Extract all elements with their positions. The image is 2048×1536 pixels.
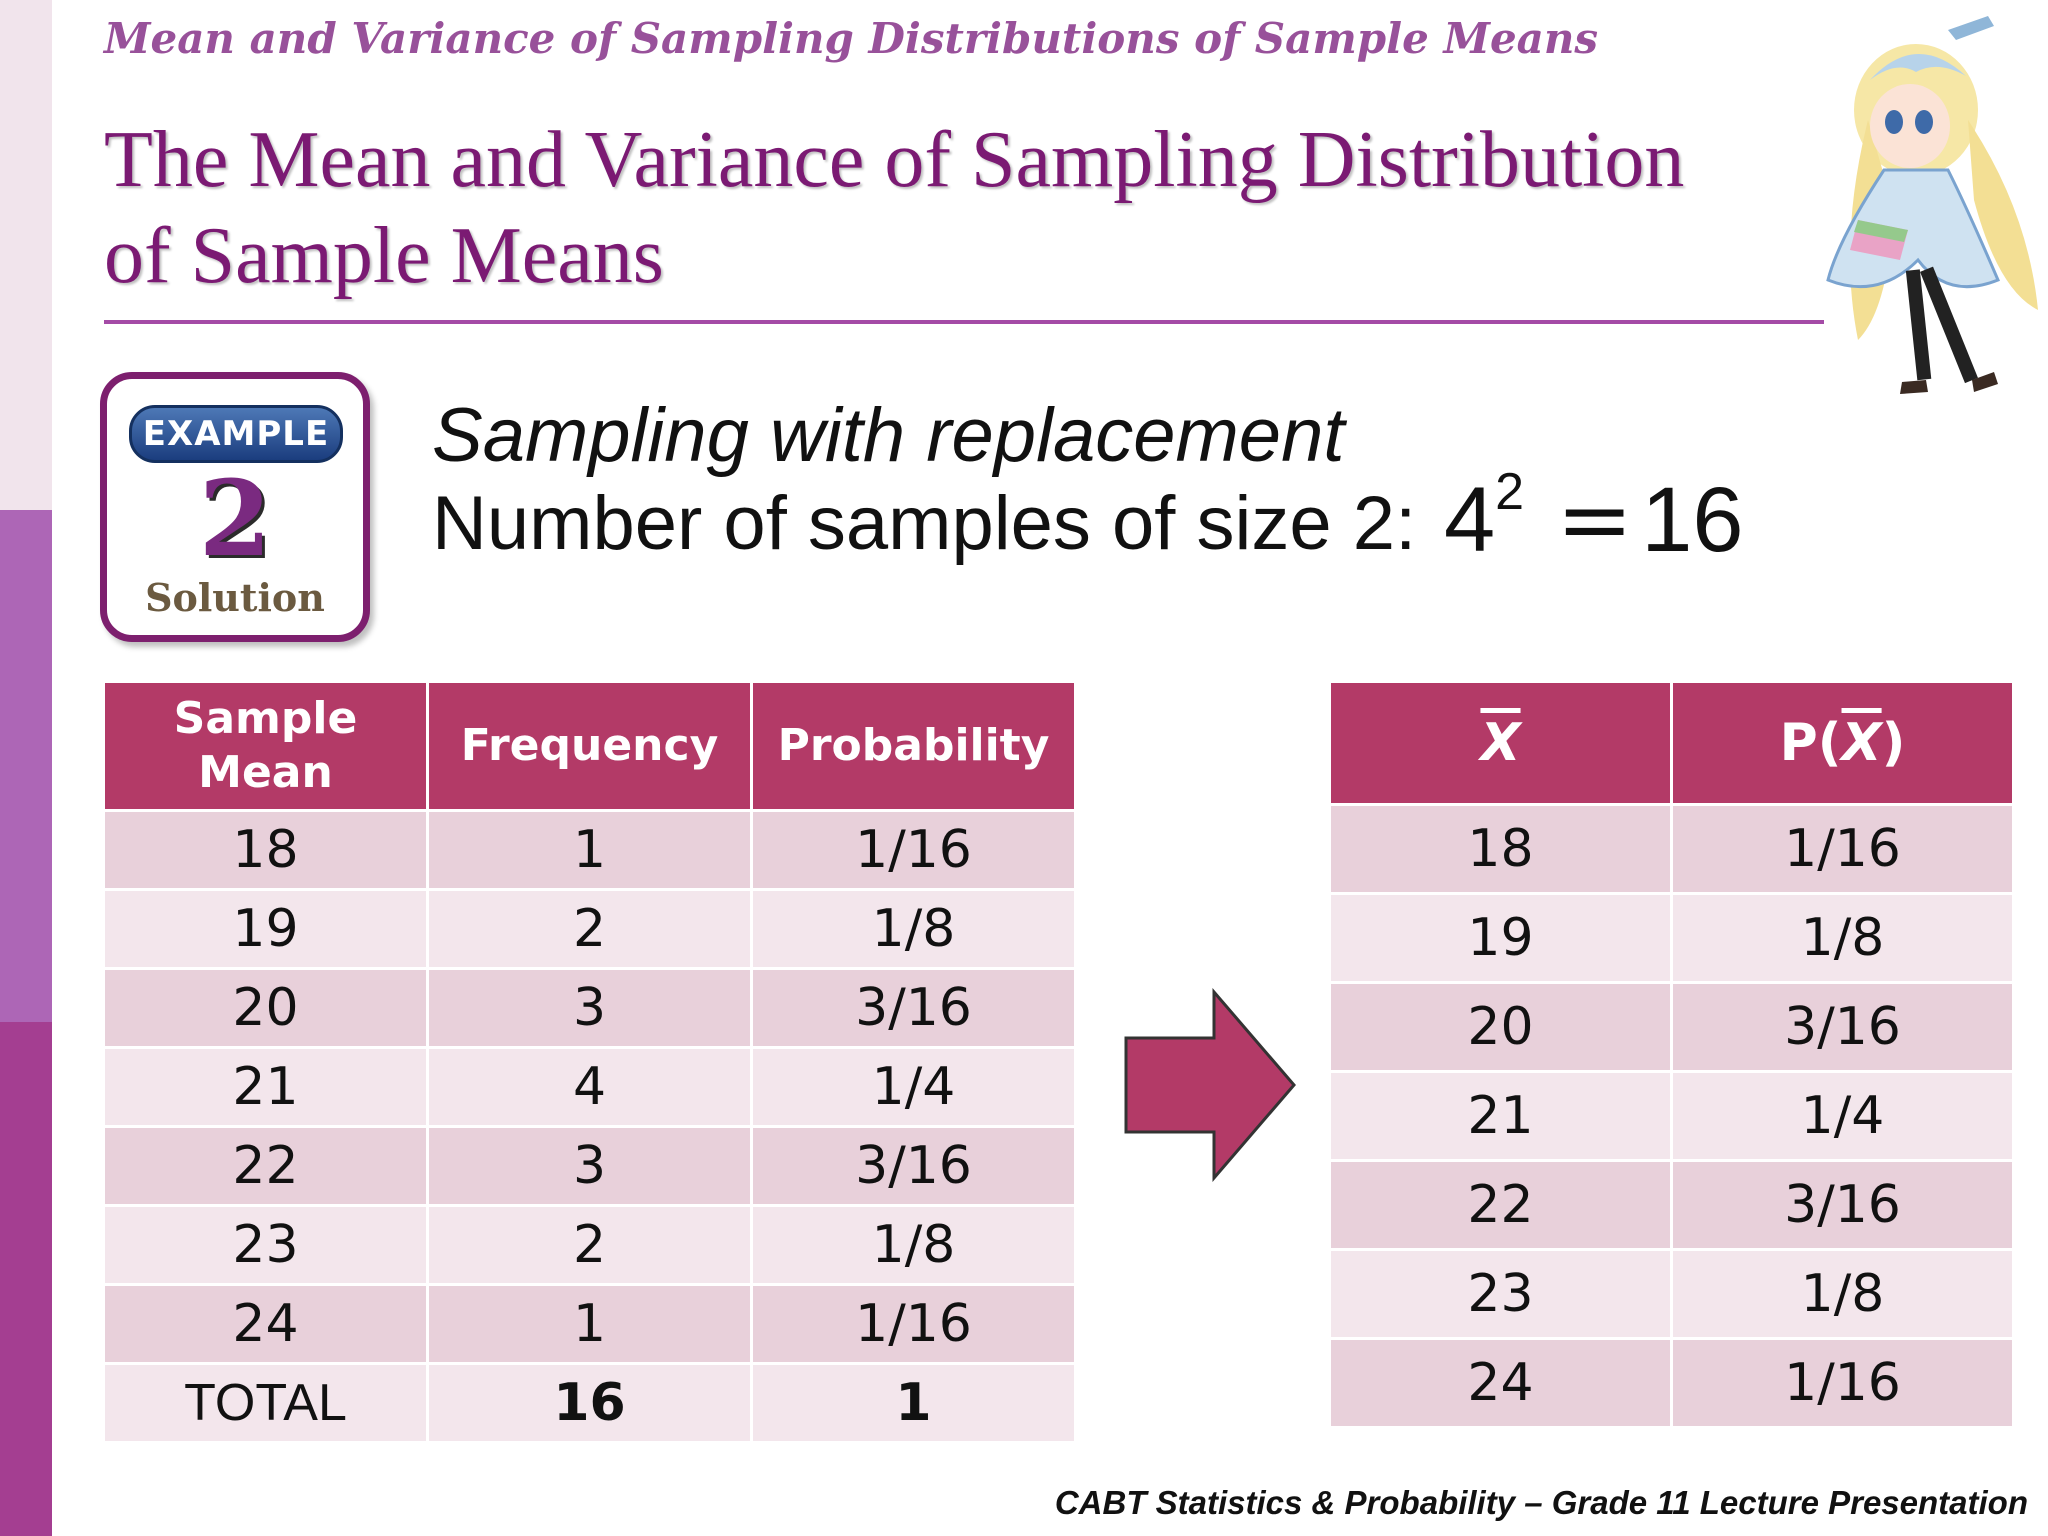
solution-label: Solution [145,575,325,620]
table-row: 20 3 3/16 [102,967,1077,1049]
table-row: 23 2 1/8 [102,1204,1077,1286]
footer-credit: CABT Statistics & Probability – Grade 11… [1054,1484,2028,1521]
mascot-illustration [1826,16,2038,394]
table-row: 24 1/16 [1328,1337,2015,1429]
table-row: 21 1/4 [1328,1070,2015,1162]
cell-p-x-bar: 1/16 [1670,1337,2015,1429]
table-row: 22 3 3/16 [102,1125,1077,1207]
cell-sample-mean: 22 [102,1125,429,1207]
side-bar-segment-top [0,0,52,510]
table-row: 18 1/16 [1328,803,2015,895]
cell-frequency: 1 [426,809,753,891]
cell-sample-mean: 23 [102,1204,429,1286]
cell-frequency: 2 [426,1204,753,1286]
cell-x-bar: 24 [1328,1337,1673,1429]
cell-x-bar: 21 [1328,1070,1673,1162]
example-label: EXAMPLE [129,405,343,463]
table-row: 20 3/16 [1328,981,2015,1073]
total-label: TOTAL [102,1362,429,1444]
cell-p-x-bar: 1/8 [1670,892,2015,984]
frequency-table: Sample Mean Frequency Probability 18 1 1… [102,680,1077,1444]
sample-count-formula: 42 =16 [1444,463,1744,573]
header-p-x-bar: P(X) [1670,680,2015,806]
right-arrow-icon [1124,988,1296,1182]
cell-probability: 1/4 [750,1046,1077,1128]
cell-frequency: 3 [426,967,753,1049]
cell-p-x-bar: 1/8 [1670,1248,2015,1340]
title-divider [104,320,1824,324]
cell-frequency: 2 [426,888,753,970]
cell-frequency: 3 [426,1125,753,1207]
formula-exponent: 2 [1495,463,1525,521]
cell-sample-mean: 19 [102,888,429,970]
example-number: 2 [198,457,272,580]
cell-x-bar: 18 [1328,803,1673,895]
cell-p-x-bar: 1/4 [1670,1070,2015,1162]
header-probability: Probability [750,680,1077,812]
table-row: 22 3/16 [1328,1159,2015,1251]
sample-count-text: Number of samples of size 2: [432,481,1417,566]
side-bar-segment-bottom [0,1022,52,1536]
table-row: 19 2 1/8 [102,888,1077,970]
table-row: 21 4 1/4 [102,1046,1077,1128]
cell-x-bar: 22 [1328,1159,1673,1251]
cell-probability: 1/16 [750,809,1077,891]
example-badge: EXAMPLE 2 Solution [100,372,370,642]
table-header-row: Sample Mean Frequency Probability [102,680,1077,812]
cell-sample-mean: 18 [102,809,429,891]
p-suffix: ) [1881,713,1906,773]
cell-x-bar: 19 [1328,892,1673,984]
x-bar-symbol: X [1480,713,1521,773]
cell-probability: 3/16 [750,1125,1077,1207]
sampling-method-text: Sampling with replacement [432,393,1345,478]
topic-heading: Mean and Variance of Sampling Distributi… [104,14,1599,63]
table-row: 23 1/8 [1328,1248,2015,1340]
cell-p-x-bar: 3/16 [1670,1159,2015,1251]
header-sample-mean: Sample Mean [102,680,429,812]
formula-equals: = [1556,466,1634,573]
probability-distribution-table: X P(X) 18 1/16 19 1/8 20 3/16 21 1/4 22 … [1328,680,2015,1429]
cell-x-bar: 23 [1328,1248,1673,1340]
header-frequency: Frequency [426,680,753,812]
page-title: The Mean and Variance of Sampling Distri… [104,116,1685,300]
cell-sample-mean: 24 [102,1283,429,1365]
table-total-row: TOTAL 16 1 [102,1362,1077,1444]
cell-frequency: 1 [426,1283,753,1365]
cell-p-x-bar: 1/16 [1670,803,2015,895]
cell-frequency: 4 [426,1046,753,1128]
cell-probability: 1/8 [750,888,1077,970]
total-probability: 1 [750,1362,1077,1444]
cell-x-bar: 20 [1328,981,1673,1073]
p-x-bar-symbol: X [1841,713,1882,773]
total-frequency: 16 [426,1362,753,1444]
table-row: 24 1 1/16 [102,1283,1077,1365]
table-header-row: X P(X) [1328,680,2015,806]
p-prefix: P( [1779,713,1842,773]
cell-probability: 3/16 [750,967,1077,1049]
formula-result: 16 [1641,469,1744,571]
formula-base: 4 [1444,469,1496,571]
cell-sample-mean: 21 [102,1046,429,1128]
header-x-bar: X [1328,680,1673,806]
cell-p-x-bar: 3/16 [1670,981,2015,1073]
cell-sample-mean: 20 [102,967,429,1049]
table-row: 18 1 1/16 [102,809,1077,891]
table-row: 19 1/8 [1328,892,2015,984]
side-bar-segment-middle [0,510,52,1022]
side-accent-bar [0,0,52,1536]
cell-probability: 1/8 [750,1204,1077,1286]
cell-probability: 1/16 [750,1283,1077,1365]
